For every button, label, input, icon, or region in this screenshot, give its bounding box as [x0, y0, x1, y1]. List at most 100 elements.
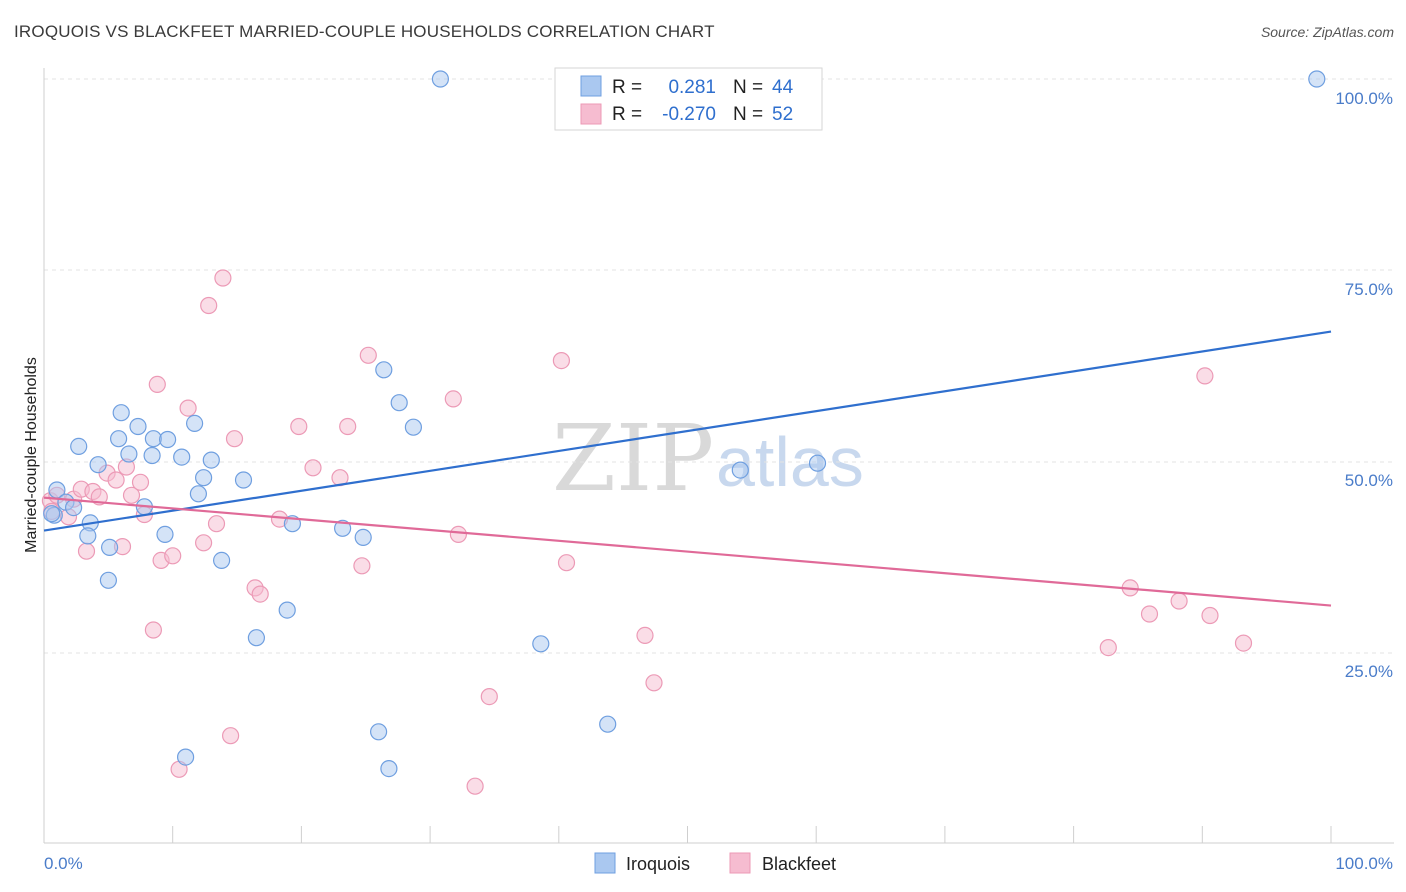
legend-iroquois-n-label: N =	[733, 77, 763, 98]
iroquois-point	[99, 571, 118, 589]
blackfeet-point	[552, 352, 571, 370]
y-tick-label-75: 75.0%	[1345, 280, 1393, 299]
legend-blackfeet-swatch	[580, 103, 602, 125]
blackfeet-point	[359, 346, 377, 364]
iroquois-point	[64, 499, 83, 517]
iroquois-point	[599, 715, 617, 733]
iroquois-point	[370, 723, 388, 741]
blackfeet-point	[77, 542, 96, 560]
blackfeet-point	[645, 674, 663, 692]
blackfeet-point	[449, 525, 467, 544]
y-tick-label-50: 50.0%	[1345, 471, 1393, 490]
iroquois-point	[189, 485, 207, 503]
iroquois-point	[213, 551, 231, 570]
iroquois-point	[43, 505, 61, 523]
iroquois-point	[177, 748, 195, 766]
bottom-legend-iroquois-label: Iroquois	[626, 854, 690, 874]
iroquois-point	[247, 629, 265, 647]
blackfeet-trend-line	[43, 496, 1332, 607]
blackfeet-point	[144, 621, 162, 639]
blackfeet-point	[636, 626, 654, 645]
blackfeet-point	[557, 554, 576, 572]
iroquois-point	[532, 635, 550, 653]
blackfeet-point	[207, 515, 226, 533]
legend-iroquois-r-label: R =	[612, 77, 642, 98]
x-tick-label-100: 100.0%	[1335, 854, 1393, 873]
watermark-zip: ZIP	[552, 405, 714, 512]
legend-iroquois-swatch	[580, 75, 602, 97]
blackfeet-point	[339, 417, 357, 436]
iroquois-point	[112, 404, 130, 422]
blackfeet-point	[164, 547, 182, 565]
iroquois-point	[431, 70, 449, 88]
iroquois-point	[195, 469, 213, 487]
blackfeet-point	[466, 777, 484, 795]
series-iroquois-points	[43, 70, 1326, 778]
blackfeet-point	[1196, 367, 1214, 385]
legend-blackfeet-r-label: R =	[612, 104, 642, 125]
blackfeet-point	[1234, 634, 1253, 652]
legend-iroquois-r-value: 0.281	[668, 77, 716, 98]
bottom-legend-blackfeet-swatch	[729, 852, 751, 874]
legend-blackfeet-r-value: -0.270	[662, 104, 716, 125]
iroquois-point	[143, 446, 161, 465]
correlation-legend: R = 0.281 N = 44 R = -0.270 N = 52	[554, 67, 823, 131]
iroquois-point	[234, 471, 253, 489]
blackfeet-point	[1099, 638, 1117, 657]
iroquois-point	[202, 451, 220, 469]
blackfeet-point	[1170, 592, 1188, 610]
source-credit: Source: ZipAtlas.com	[1260, 24, 1394, 40]
gridlines	[44, 78, 1394, 654]
iroquois-point	[334, 519, 352, 537]
iroquois-point	[173, 448, 191, 466]
legend-blackfeet-n-label: N =	[733, 104, 763, 125]
iroquois-point	[1308, 70, 1326, 88]
iroquois-point	[375, 361, 393, 379]
blackfeet-point	[290, 417, 308, 436]
chart-title: IROQUOIS VS BLACKFEET MARRIED-COUPLE HOU…	[14, 22, 715, 41]
iroquois-point	[278, 601, 296, 619]
x-axis-ticks	[43, 826, 1332, 843]
series-blackfeet-points	[41, 269, 1253, 795]
iroquois-point	[120, 445, 138, 463]
iroquois-point	[731, 461, 749, 479]
blackfeet-point	[179, 399, 197, 417]
bottom-legend-iroquois-swatch	[594, 852, 616, 874]
iroquois-point	[354, 528, 372, 547]
iroquois-point	[186, 414, 204, 432]
iroquois-point	[144, 430, 162, 448]
blackfeet-point	[131, 473, 150, 491]
iroquois-point	[109, 430, 128, 448]
iroquois-point	[79, 527, 97, 545]
bottom-legend-blackfeet-label: Blackfeet	[762, 854, 836, 874]
blackfeet-point	[122, 486, 141, 504]
x-tick-label-0: 0.0%	[44, 854, 83, 873]
series-legend: Iroquois Blackfeet	[594, 852, 836, 874]
iroquois-point	[129, 417, 147, 436]
blackfeet-point	[1201, 606, 1219, 625]
iroquois-point	[89, 456, 107, 474]
iroquois-point	[380, 759, 398, 778]
y-tick-label-100: 100.0%	[1335, 89, 1393, 108]
legend-iroquois-n-value: 44	[772, 77, 794, 98]
blackfeet-point	[107, 471, 125, 489]
blackfeet-point	[214, 269, 232, 287]
blackfeet-point	[444, 390, 462, 408]
legend-blackfeet-n-value: 52	[772, 104, 793, 125]
blackfeet-point	[195, 534, 213, 552]
iroquois-point	[390, 394, 408, 412]
y-tick-label-25: 25.0%	[1345, 662, 1393, 681]
blackfeet-point	[148, 375, 166, 393]
iroquois-point	[156, 525, 174, 544]
y-axis-title: Married-couple Households	[23, 357, 40, 553]
iroquois-point	[100, 538, 119, 557]
iroquois-point	[808, 454, 827, 472]
blackfeet-point	[222, 727, 240, 745]
blackfeet-point	[251, 585, 269, 603]
blackfeet-point	[353, 557, 371, 575]
iroquois-trend-line	[43, 330, 1332, 532]
iroquois-point	[404, 418, 422, 436]
blackfeet-point	[225, 430, 244, 448]
iroquois-point	[159, 430, 177, 449]
